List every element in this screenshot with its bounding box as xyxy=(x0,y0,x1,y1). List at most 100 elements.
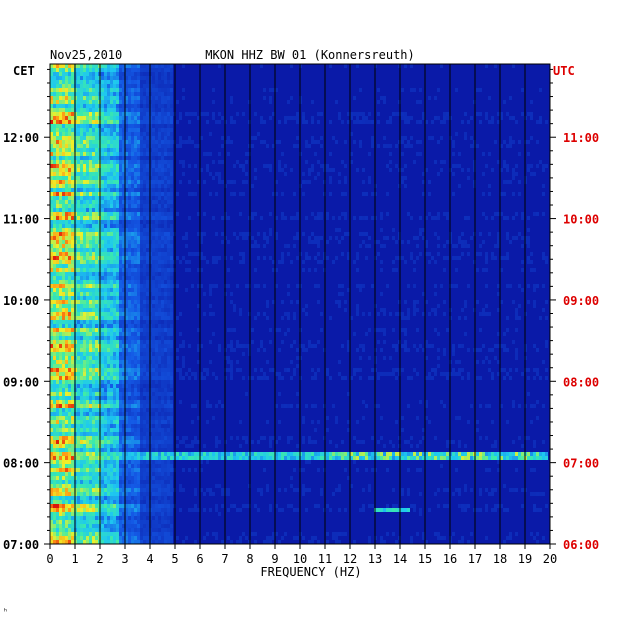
heatmap-cell xyxy=(155,340,158,344)
utc-axis-label: UTC xyxy=(553,64,575,78)
heatmap-cell xyxy=(455,360,458,364)
heatmap-cell xyxy=(71,140,74,144)
heatmap-cell xyxy=(122,412,125,416)
heatmap-cell xyxy=(107,376,110,380)
heatmap-cell xyxy=(68,268,71,272)
heatmap-cell xyxy=(338,284,341,288)
heatmap-cell xyxy=(101,308,104,312)
heatmap-cell xyxy=(311,164,314,168)
heatmap-cell xyxy=(221,160,224,164)
heatmap-cell xyxy=(152,344,155,348)
heatmap-cell xyxy=(509,180,512,184)
heatmap-cell xyxy=(152,280,155,284)
heatmap-cell xyxy=(143,224,146,228)
heatmap-cell xyxy=(77,172,80,176)
heatmap-cell xyxy=(113,72,116,76)
heatmap-cell xyxy=(161,232,164,236)
heatmap-cell xyxy=(200,268,203,272)
heatmap-cell xyxy=(311,120,314,124)
heatmap-cell xyxy=(68,260,71,264)
heatmap-cell xyxy=(137,160,140,164)
heatmap-cell xyxy=(215,232,218,236)
heatmap-cell xyxy=(125,136,128,140)
heatmap-cell xyxy=(140,236,143,240)
heatmap-cell xyxy=(143,272,146,276)
heatmap-cell xyxy=(359,216,362,220)
heatmap-cell xyxy=(512,172,515,176)
heatmap-cell xyxy=(161,168,164,172)
heatmap-cell xyxy=(59,120,62,124)
heatmap-cell xyxy=(119,216,122,220)
heatmap-cell xyxy=(194,372,197,376)
heatmap-cell xyxy=(83,188,86,192)
heatmap-cell xyxy=(401,180,404,184)
heatmap-cell xyxy=(164,176,167,180)
heatmap-cell xyxy=(533,212,536,216)
heatmap-cell xyxy=(119,272,122,276)
heatmap-cell xyxy=(107,180,110,184)
heatmap-cell xyxy=(101,340,104,344)
heatmap-cell xyxy=(353,112,356,116)
heatmap-cell xyxy=(452,352,455,356)
heatmap-cell xyxy=(83,132,86,136)
heatmap-cell xyxy=(191,112,194,116)
heatmap-cell xyxy=(143,340,146,344)
heatmap-cell xyxy=(128,280,131,284)
heatmap-cell xyxy=(122,192,125,196)
heatmap-cell xyxy=(164,112,167,116)
heatmap-cell xyxy=(122,364,125,368)
heatmap-cell xyxy=(380,216,383,220)
heatmap-cell xyxy=(419,152,422,156)
heatmap-cell xyxy=(134,248,137,252)
heatmap-cell xyxy=(167,316,170,320)
heatmap-cell xyxy=(119,244,122,248)
heatmap-cell xyxy=(95,132,98,136)
heatmap-cell xyxy=(80,232,83,236)
heatmap-cell xyxy=(59,352,62,356)
heatmap-cell xyxy=(89,140,92,144)
heatmap-cell xyxy=(134,324,137,328)
heatmap-cell xyxy=(311,212,314,216)
heatmap-cell xyxy=(143,216,146,220)
heatmap-cell xyxy=(119,144,122,148)
heatmap-cell xyxy=(101,112,104,116)
heatmap-cell xyxy=(113,380,116,384)
heatmap-cell xyxy=(443,256,446,260)
heatmap-cell xyxy=(371,216,374,220)
heatmap-cell xyxy=(131,340,134,344)
heatmap-cell xyxy=(158,276,161,280)
heatmap-cell xyxy=(491,216,494,220)
heatmap-cell xyxy=(137,320,140,324)
heatmap-cell xyxy=(533,300,536,304)
heatmap-cell xyxy=(221,232,224,236)
heatmap-cell xyxy=(119,408,122,412)
heatmap-cell xyxy=(164,356,167,360)
heatmap-cell xyxy=(164,188,167,192)
heatmap-cell xyxy=(227,284,230,288)
heatmap-cell xyxy=(152,68,155,72)
heatmap-cell xyxy=(89,256,92,260)
heatmap-cell xyxy=(143,404,146,408)
heatmap-cell xyxy=(119,172,122,176)
heatmap-cell xyxy=(365,332,368,336)
heatmap-cell xyxy=(80,196,83,200)
heatmap-cell xyxy=(122,160,125,164)
heatmap-cell xyxy=(434,372,437,376)
heatmap-cell xyxy=(107,64,110,68)
heatmap-cell xyxy=(56,308,59,312)
heatmap-cell xyxy=(503,332,506,336)
heatmap-cell xyxy=(68,360,71,364)
heatmap-cell xyxy=(104,348,107,352)
heatmap-cell xyxy=(119,300,122,304)
heatmap-cell xyxy=(158,120,161,124)
heatmap-cell xyxy=(482,344,485,348)
heatmap-cell xyxy=(71,124,74,128)
heatmap-cell xyxy=(440,400,443,404)
heatmap-cell xyxy=(80,64,83,68)
heatmap-cell xyxy=(113,316,116,320)
heatmap-cell xyxy=(62,220,65,224)
heatmap-cell xyxy=(446,112,449,116)
heatmap-cell xyxy=(146,240,149,244)
heatmap-cell xyxy=(86,68,89,72)
heatmap-cell xyxy=(155,196,158,200)
